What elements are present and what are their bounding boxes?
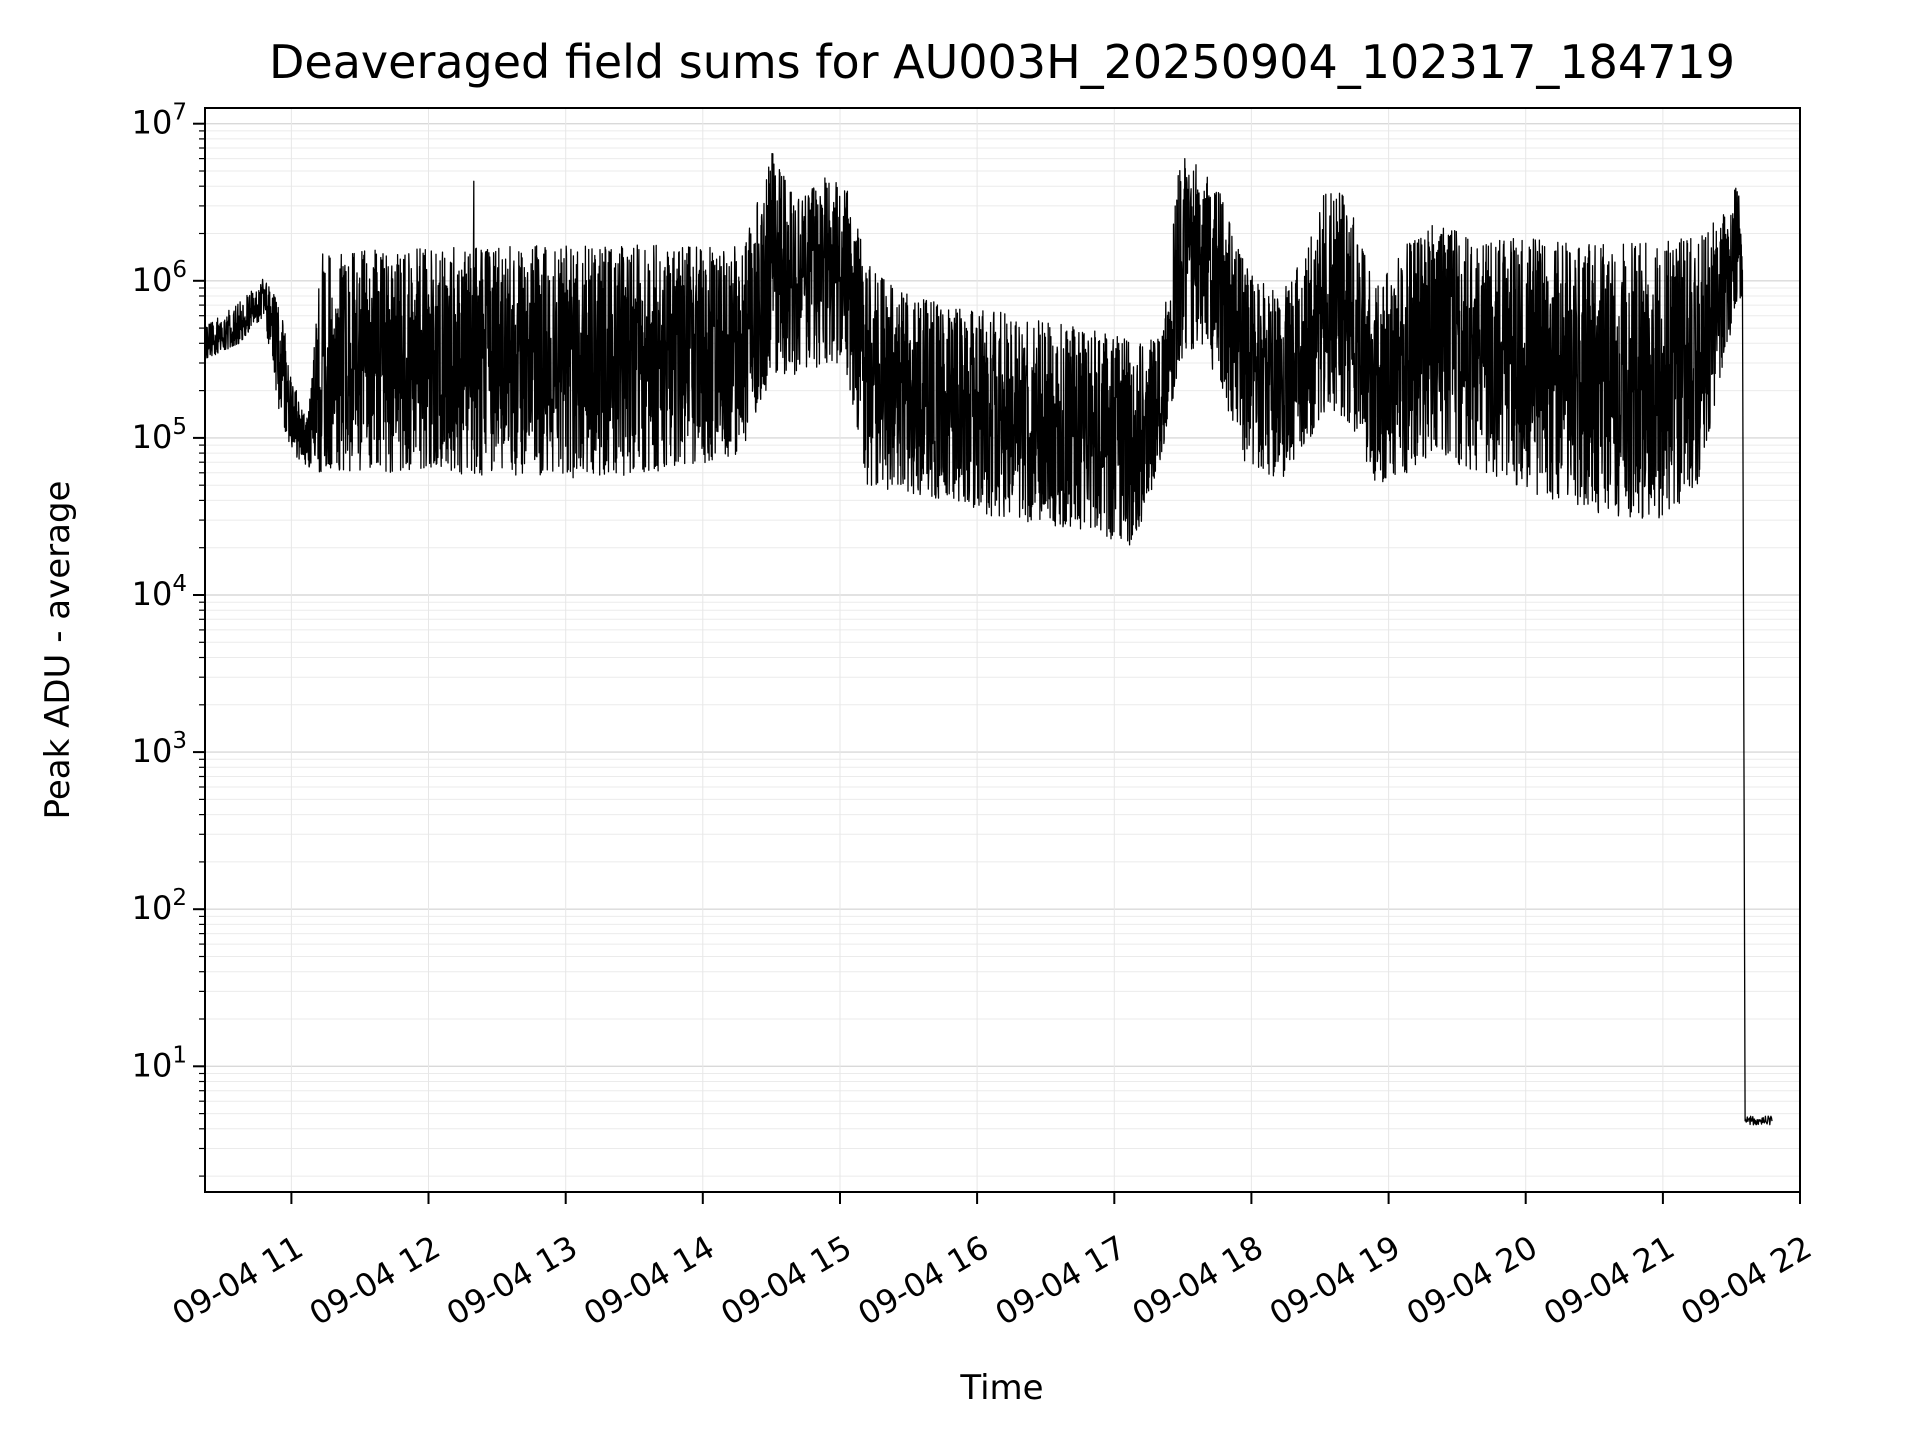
y-tick-label: 106 — [132, 257, 187, 299]
x-tick-label: 09-04 18 — [1126, 1228, 1270, 1333]
y-tick-label: 101 — [132, 1042, 187, 1084]
x-tick-label: 09-04 11 — [166, 1228, 310, 1333]
y-tick-label: 102 — [132, 885, 187, 927]
x-tick-label: 09-04 19 — [1263, 1228, 1407, 1333]
chart-title: Deaveraged field sums for AU003H_2025090… — [269, 35, 1735, 89]
x-tick-label: 09-04 14 — [577, 1228, 721, 1333]
y-tick-label: 107 — [132, 100, 187, 142]
grid-vertical-lines — [290, 108, 1801, 1192]
peak-adu-series-line — [205, 152, 1773, 1126]
x-tick-label: 09-04 12 — [303, 1228, 447, 1333]
y-tick-label: 105 — [132, 414, 187, 456]
x-tick-label: 09-04 22 — [1674, 1228, 1818, 1333]
y-axis-label: Peak ADU - average — [38, 480, 78, 820]
axis-ticks — [193, 122, 1801, 1204]
x-tick-label: 09-04 13 — [440, 1228, 584, 1333]
x-tick-label: 09-04 17 — [989, 1228, 1133, 1333]
axes-spines — [204, 107, 1801, 1193]
y-tick-label: 103 — [132, 728, 187, 770]
x-tick-label: 09-04 20 — [1400, 1228, 1544, 1333]
y-tick-labels: 101 102 103 104 105 106 107 — [132, 100, 187, 1085]
x-axis-label: Time — [960, 1368, 1044, 1408]
x-tick-label: 09-04 15 — [714, 1228, 858, 1333]
y-tick-label: 104 — [132, 571, 187, 613]
data-series — [205, 152, 1773, 1126]
x-tick-label: 09-04 16 — [852, 1228, 996, 1333]
x-tick-label: 09-04 21 — [1537, 1228, 1681, 1333]
